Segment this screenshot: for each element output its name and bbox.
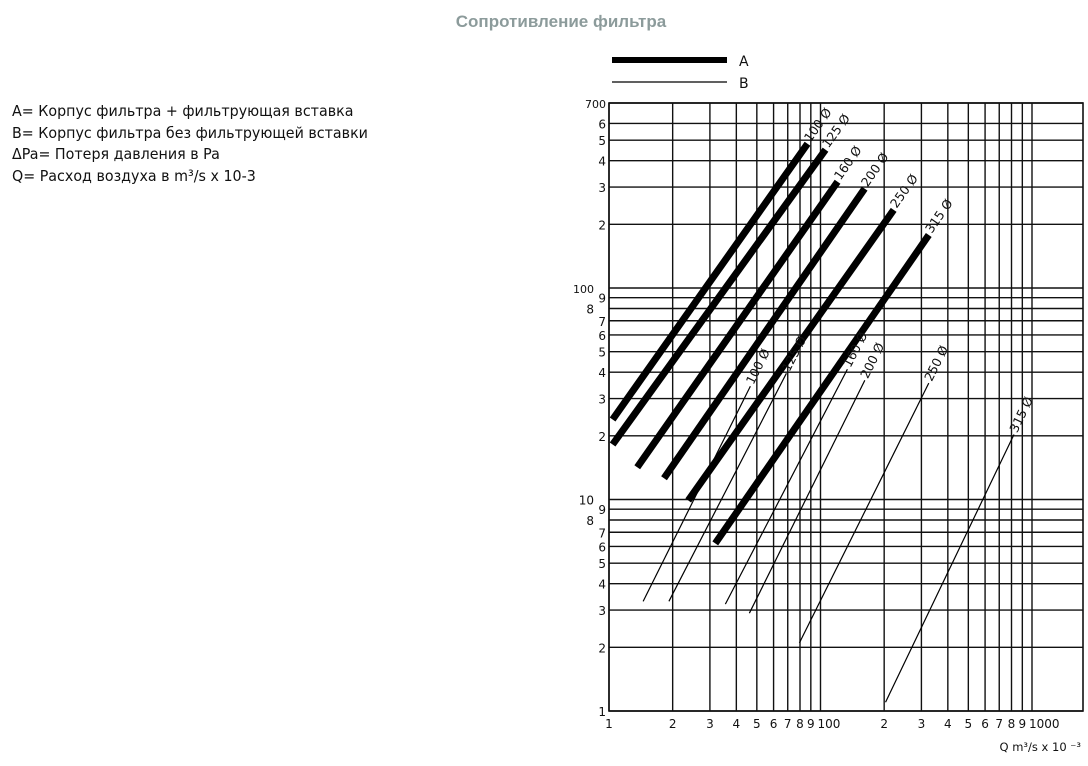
y-tick-label: 5: [598, 346, 606, 360]
series-line-b: [798, 382, 930, 644]
y-tick-label: 100: [573, 283, 594, 296]
x-tick-label: 6: [981, 717, 989, 731]
y-tick-label: 2: [598, 218, 606, 232]
y-tick-label: 2: [598, 430, 606, 444]
x-tick-label: 7: [995, 717, 1003, 731]
x-tick-label: 4: [733, 717, 741, 731]
x-tick-label: 3: [918, 717, 926, 731]
y-tick-label: 5: [598, 134, 606, 148]
y-tick-label: 5: [598, 557, 606, 571]
legend-label-a: A: [739, 54, 749, 70]
x-tick-label: 3: [706, 717, 714, 731]
y-tick-label: 1: [598, 705, 606, 719]
chart-title: Сопротивление фильтра: [455, 12, 667, 31]
x-tick-label: 7: [784, 717, 792, 731]
x-tick-label: 1000: [1029, 717, 1060, 731]
grid: [608, 102, 1084, 712]
series-line-b: [642, 386, 751, 602]
series-line-a: [634, 179, 841, 470]
y-tick-label: 2: [598, 641, 606, 655]
series-line-b: [748, 380, 866, 614]
series-line-a: [661, 186, 868, 481]
x-tick-label: 100: [818, 717, 841, 731]
y-tick-label: 700: [585, 98, 606, 111]
y-tick-label: 8: [586, 514, 594, 528]
x-tick-label: 8: [1008, 717, 1016, 731]
x-tick-label: 2: [669, 717, 677, 731]
note-q: Q= Расход воздуха в m³/s x 10-3: [12, 166, 256, 185]
x-tick-label: 2: [880, 717, 888, 731]
legend: A B: [612, 54, 749, 92]
note-dpa: ΔPa= Потеря давления в Pa: [12, 145, 220, 163]
series-line-a: [685, 207, 897, 503]
y-tick-label: 10: [579, 494, 594, 508]
y-tick-label: 7: [598, 526, 606, 540]
x-tick-label: 1: [605, 717, 613, 731]
tick-labels: 1 2 3 4 5 6 7 8 9 100 2 3 4 5 6 7 8 9 10001234567891023456…: [573, 98, 1060, 731]
series-line-a: [609, 147, 829, 447]
x-tick-label: 5: [753, 717, 761, 731]
series-line-b: [724, 368, 848, 605]
y-tick-label: 9: [598, 292, 606, 306]
series-line-b: [884, 434, 1015, 703]
x-tick-label: 5: [965, 717, 973, 731]
y-tick-label: 3: [598, 393, 606, 407]
x-tick-label: 6: [770, 717, 778, 731]
x-tick-label: 4: [944, 717, 952, 731]
series-label: 200 Ø: [858, 150, 892, 190]
y-tick-label: 6: [598, 540, 606, 554]
y-tick-label: 6: [598, 117, 606, 131]
note-a: A= Корпус фильтра + фильтрующая вставка: [12, 102, 354, 120]
y-tick-label: 4: [598, 366, 606, 380]
x-tick-label: 9: [1019, 717, 1027, 731]
y-tick-label: 9: [598, 503, 606, 517]
series-line-a: [609, 141, 811, 422]
series-label: 125 Ø: [779, 333, 810, 374]
y-tick-label: 8: [586, 302, 594, 316]
y-tick-label: 6: [598, 329, 606, 343]
series-label: 250 Ø: [921, 343, 951, 384]
y-tick-label: 3: [598, 604, 606, 618]
y-tick-label: 3: [598, 181, 606, 195]
y-tick-label: 4: [598, 155, 606, 169]
series-label: 315 Ø: [922, 196, 956, 236]
legend-label-b: B: [739, 76, 749, 92]
y-tick-label: 7: [598, 315, 606, 329]
x-axis-label: Q m³/s x 10 ⁻³: [1000, 740, 1082, 754]
x-tick-label: 8: [796, 717, 804, 731]
series-line-b: [668, 373, 787, 602]
x-tick-label: 9: [807, 717, 815, 731]
series-line-a: [712, 233, 932, 546]
y-tick-label: 4: [598, 578, 606, 592]
legend-notes: A= Корпус фильтра + фильтрующая вставка …: [12, 101, 368, 187]
note-b: B= Корпус фильтра без фильтрующей вставк…: [12, 123, 368, 142]
plot-border: [608, 102, 1084, 712]
series-label: 250 Ø: [887, 171, 921, 211]
